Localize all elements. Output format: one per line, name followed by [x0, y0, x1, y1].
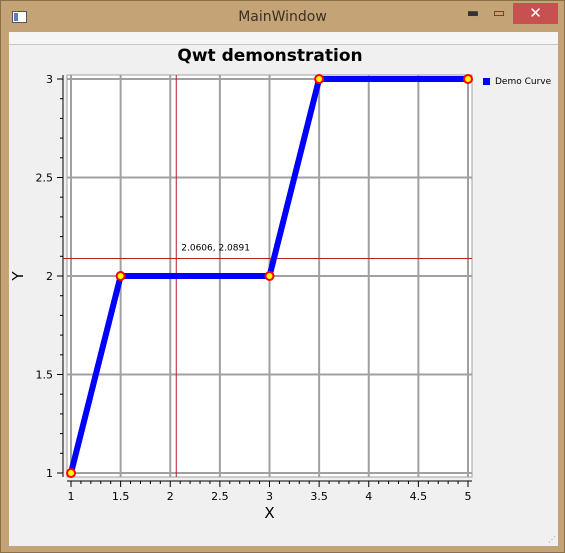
x-tick-label: 2.5: [211, 490, 229, 503]
resize-grip-icon[interactable]: ⋰: [548, 535, 556, 544]
y-tick-label: 1.5: [36, 369, 54, 382]
x-tick-label: 5: [465, 490, 472, 503]
curve-point: [264, 271, 275, 281]
plot-title: Qwt demonstration: [177, 46, 363, 66]
curve-point: [115, 271, 126, 281]
y-tick-label: 2: [46, 270, 53, 283]
title-bar[interactable]: MainWindow ▬ ▭ ✕: [1, 1, 564, 31]
client-area: Qwt demonstration 1 1.5 2 2.5 3 3.5 4 4.5 5 1 1.5 2…: [9, 32, 558, 546]
x-tick-label: 2: [167, 490, 174, 503]
x-tick-label: 3: [266, 490, 273, 503]
app-icon[interactable]: [12, 11, 27, 23]
x-axis-title: X: [264, 504, 274, 522]
crosshair-label: 2.0606, 2.0891: [181, 243, 250, 253]
y-tick-label: 2.5: [36, 172, 54, 185]
x-tick-label: 1: [68, 490, 75, 503]
curve-point: [314, 74, 325, 84]
legend-label: Demo Curve: [495, 77, 552, 87]
close-button[interactable]: ✕: [513, 3, 558, 24]
minimize-button[interactable]: ▬: [466, 6, 480, 21]
legend-swatch-icon: [483, 78, 490, 85]
x-tick-label: 4: [365, 490, 372, 503]
y-tick-label: 3: [46, 73, 53, 86]
y-tick-label: 1: [46, 467, 53, 480]
window-title: MainWindow: [238, 9, 327, 25]
curve-point: [66, 468, 76, 478]
curve-point: [463, 74, 473, 84]
legend-item[interactable]: Demo Curve: [483, 77, 551, 87]
maximize-button[interactable]: ▭: [492, 6, 506, 21]
x-tick-label: 4.5: [410, 490, 428, 503]
y-axis-title: Y: [9, 271, 27, 282]
x-tick-label: 3.5: [310, 490, 328, 503]
x-tick-label: 1.5: [112, 490, 130, 503]
menu-bar[interactable]: [9, 32, 558, 45]
